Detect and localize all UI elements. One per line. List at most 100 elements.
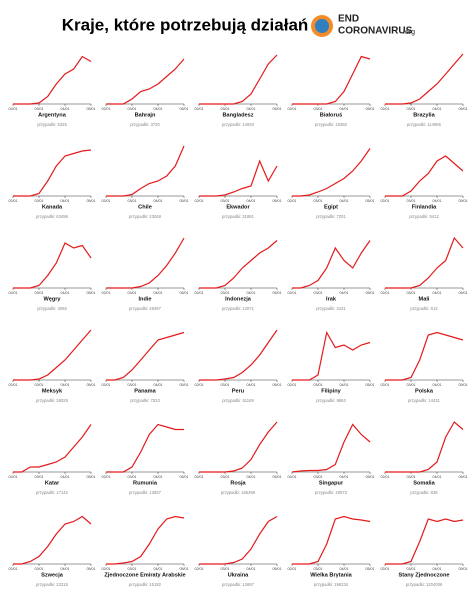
x-tick-label: 03/01 (221, 199, 230, 203)
x-tick-label: 03/01 (128, 383, 137, 387)
chart-subtitle: przypadki: 5325 (37, 122, 67, 127)
chart-title: Ukraina (228, 572, 249, 578)
chart-subtitle: przypadki: 612 (410, 306, 438, 311)
x-tick-label: 04/01 (433, 107, 442, 111)
data-line (13, 329, 92, 381)
x-tick-label: 02/01 (102, 199, 111, 203)
data-line (292, 148, 371, 197)
x-tick-label: 04/01 (340, 199, 349, 203)
x-tick-label: 03/01 (407, 567, 416, 571)
chart-subtitle: przypadki: 5412 (409, 214, 439, 219)
x-tick-label: 03/01 (407, 475, 416, 479)
x-tick-label: 05/01 (459, 291, 468, 295)
chart-title: Szwecja (41, 572, 64, 578)
data-line (385, 518, 464, 565)
chart-title: Ekwador (226, 204, 250, 210)
x-tick-label: 02/01 (288, 199, 297, 203)
x-tick-label: 04/01 (247, 383, 256, 387)
x-tick-label: 05/01 (459, 383, 468, 387)
chart-subtitle: przypadki: 17142 (36, 490, 69, 495)
x-tick-label: 03/01 (407, 107, 416, 111)
x-tick-label: 03/01 (128, 475, 137, 479)
x-tick-label: 05/01 (366, 291, 375, 295)
x-tick-label: 03/01 (314, 107, 323, 111)
chart-title: Białoruś (320, 112, 342, 118)
x-tick-label: 04/01 (340, 107, 349, 111)
chart-title: Somalia (413, 480, 435, 486)
x-tick-label: 02/01 (195, 567, 204, 571)
x-tick-label: 05/01 (87, 475, 96, 479)
x-tick-label: 03/01 (221, 475, 230, 479)
x-tick-label: 03/01 (314, 567, 323, 571)
x-tick-label: 05/01 (87, 291, 96, 295)
x-tick-label: 04/01 (340, 475, 349, 479)
chart-subtitle: przypadki: 3065 (37, 306, 67, 311)
chart-title: Egipt (324, 204, 338, 210)
x-tick-label: 04/01 (433, 199, 442, 203)
x-tick-label: 05/01 (273, 199, 282, 203)
chart-title: Stany Zjednoczone (399, 572, 450, 578)
x-tick-label: 03/01 (314, 199, 323, 203)
x-tick-label: 04/01 (247, 291, 256, 295)
data-line (106, 58, 185, 105)
x-tick-label: 05/01 (273, 567, 282, 571)
x-tick-label: 03/01 (407, 383, 416, 387)
x-tick-label: 05/01 (87, 199, 96, 203)
x-tick-label: 03/01 (35, 475, 44, 479)
x-tick-label: 04/01 (340, 291, 349, 295)
x-tick-label: 05/01 (366, 199, 375, 203)
x-tick-label: 03/01 (128, 199, 137, 203)
chart-subtitle: przypadki: 18350 (315, 122, 348, 127)
chart-subtitle: przypadki: 51189 (222, 398, 254, 403)
x-tick-label: 05/01 (180, 567, 189, 571)
data-line (106, 237, 185, 289)
x-tick-label: 05/01 (459, 567, 468, 571)
chart-subtitle: przypadki: 7523 (130, 398, 160, 403)
chart-subtitle: przypadki: 3720 (130, 122, 160, 127)
chart-title: Rumunia (133, 480, 158, 486)
x-tick-label: 02/01 (195, 291, 204, 295)
chart-subtitle: przypadki: 22215 (36, 582, 69, 587)
x-tick-label: 05/01 (87, 107, 96, 111)
x-tick-label: 03/01 (128, 291, 137, 295)
chart-title: Indie (138, 296, 151, 302)
chart-subtitle: przypadki: 26025 (36, 398, 69, 403)
x-tick-label: 05/01 (180, 475, 189, 479)
chart-subtitle: przypadki: 1204006 (406, 582, 443, 587)
x-tick-label: 04/01 (61, 291, 70, 295)
x-tick-label: 02/01 (195, 107, 204, 111)
data-line (199, 240, 278, 289)
x-tick-label: 04/01 (340, 383, 349, 387)
x-tick-label: 02/01 (381, 383, 390, 387)
data-line (13, 515, 92, 565)
chart-subtitle: przypadki: 9863 (316, 398, 346, 403)
data-line (199, 421, 278, 473)
data-line (292, 330, 371, 381)
x-tick-label: 04/01 (154, 383, 163, 387)
x-tick-label: 02/01 (102, 475, 111, 479)
x-tick-label: 02/01 (381, 475, 390, 479)
x-tick-label: 03/01 (221, 567, 230, 571)
x-tick-label: 05/01 (180, 199, 189, 203)
x-tick-label: 04/01 (61, 383, 70, 387)
x-tick-label: 05/01 (87, 567, 96, 571)
x-tick-label: 03/01 (35, 567, 44, 571)
x-tick-label: 02/01 (9, 383, 18, 387)
x-tick-label: 02/01 (195, 475, 204, 479)
chart-subtitle: przypadki: 114965 (407, 122, 442, 127)
chart-title: Rosja (230, 480, 246, 486)
logo-icon-inner (315, 19, 329, 33)
x-tick-label: 04/01 (61, 475, 70, 479)
x-tick-label: 02/01 (288, 475, 297, 479)
chart-subtitle: przypadki: 14920 (222, 122, 255, 127)
x-tick-label: 05/01 (459, 199, 468, 203)
chart-title: Bahrajn (135, 112, 156, 118)
x-tick-label: 05/01 (366, 107, 375, 111)
x-tick-label: 02/01 (102, 383, 111, 387)
x-tick-label: 04/01 (154, 291, 163, 295)
chart-title: Peru (232, 388, 245, 394)
x-tick-label: 02/01 (195, 383, 204, 387)
chart-title: Chile (138, 204, 152, 210)
x-tick-label: 05/01 (180, 383, 189, 387)
x-tick-label: 05/01 (366, 383, 375, 387)
